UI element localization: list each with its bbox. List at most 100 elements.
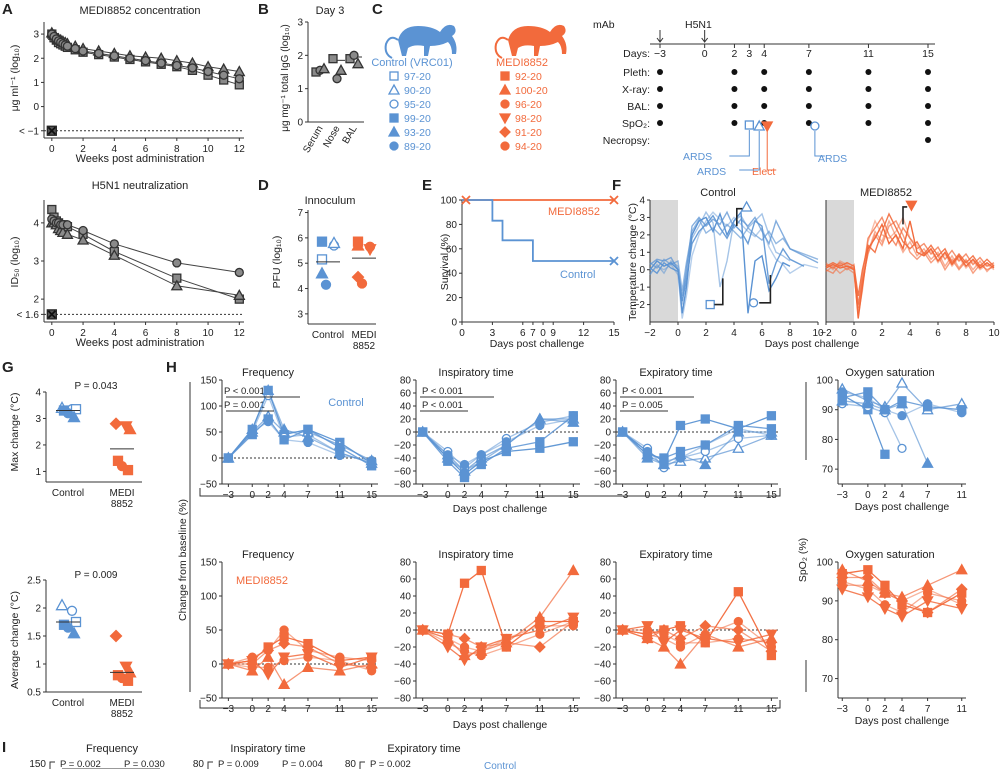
F-control-xtick-label: −2 [644,328,656,339]
i-pvalue-5: P = 0.002 [370,759,411,769]
H-medi-inspiratory-ytick-label: 60 [400,575,412,586]
H-medi-spo2-series-point [837,580,847,590]
F-control-xtick-label: 4 [731,328,737,339]
panel-b-title: Day 3 [316,5,345,17]
A-top-series-point [70,43,80,54]
H-medi-inspiratory-xtick-label: 15 [568,704,580,715]
E-xtick-label: 15 [608,328,620,339]
E-start-mark [461,195,471,205]
A-bottom-series-point [108,248,121,260]
G-max-control-point [67,410,81,423]
medi-monkey-icon-tail [494,36,509,59]
panel-h-xlabel-bottom: Days post challenge [453,719,548,731]
F-medi-xtick-label: 8 [963,328,969,339]
H-control-inspiratory-ytick-label: 20 [400,415,412,426]
A-top-series-point [187,63,198,73]
A-bottom-baseline-x [47,310,56,319]
panel-f-xlabel: Days post challenge [765,338,860,350]
F-control-ytick-label: −2 [634,300,646,311]
H-medi-expiratory-series-point [674,625,687,637]
H-medi-inspiratory-series-point [443,633,453,644]
H-medi-frequency-xtick-label: 4 [281,704,287,715]
panel-g-top-cat-medi: MEDI [110,488,135,499]
h-title-spo2-bottom: Oxygen saturation [845,549,934,561]
timeline-row-pleth: Pleth: [623,67,650,79]
A-bottom-xtick-label: 0 [49,328,55,339]
necropsy-connector [739,131,760,171]
H-control-expiratory-ytick-label: 20 [600,415,612,426]
panel-e-ylabel: Survival (%) [439,234,451,291]
H-control-inspiratory-ytick-label: 80 [400,376,412,387]
H-control-spo2-xtick-label: 2 [882,490,888,501]
necropsy-connector [766,131,777,171]
G-max-ytick-label: 4 [35,388,41,399]
H-medi-spo2-series-point [895,611,909,623]
timeline-day-label: 7 [806,48,812,60]
c-medi-id: 92-20 [515,71,542,83]
A-top-xtick-label: 2 [80,144,86,155]
H-medi-spo2-series-point [897,596,907,606]
i-tick-150: 150 [29,759,46,769]
A-bottom-series-point [233,288,246,300]
D-ytick-label: 4 [297,284,303,295]
c-control-marker [389,99,399,109]
H-control-spo2-series-point [863,393,873,403]
F-control-series-line [649,217,819,291]
i-title-inspiratory: Inspiratory time [230,743,305,755]
H-control-frequency-series-point [279,435,289,445]
H-control-frequency-series-point [366,455,377,466]
H-medi-frequency-series-point [278,637,291,650]
A-top-xtick-label: 0 [49,144,55,155]
H-medi-inspiratory-ytick-label: −80 [394,694,411,705]
c-control-id: 99-20 [404,113,431,125]
panel-g-bottom-cat-8852: 8852 [111,709,134,720]
H-medi-frequency-xtick-label: −3 [223,704,235,715]
A-bottom-series-point [234,267,244,278]
H-xaxis-bracket [199,488,781,497]
panel-letter-i: I [2,739,6,756]
i-pvalue-4: P = 0.004 [282,759,323,769]
panel-letter-g: G [2,359,14,376]
timeline-days-label: Days: [623,48,650,60]
A-top-ytick-label: 3 [33,30,39,41]
H-medi-inspiratory-series-point [501,633,512,644]
timeline-row-xray: X-ray: [622,84,650,96]
H-medi-expiratory-series-point [617,625,628,635]
B-ytick-label: 1 [297,84,303,95]
F-medi-series-line [825,219,995,309]
H-control-frequency-series-point [262,384,275,396]
E-ytick-label: 80 [446,220,458,231]
H-medi-spo2-xtick-label: 7 [925,704,931,715]
c-control-marker [389,141,399,151]
D-ytick-label: 6 [297,233,303,244]
panel-f-control-title: Control [700,187,735,199]
H-control-spo2-series-point [837,387,847,397]
H-medi-expiratory-series-point [641,632,654,645]
E-xtick-label: 7 [530,328,536,339]
H-medi-expiratory-series-point [766,638,777,648]
H-medi-spo2-series-point [957,600,967,610]
A-bottom-series-point [61,227,74,239]
H-control-spo2-xtick-label: 11 [957,490,968,501]
E-xtick-label: 3 [490,328,496,339]
F-control-ytick-label: 0 [639,265,645,276]
H-medi-inspiratory-series-point [441,642,454,654]
H-control-expiratory-series-point [732,441,745,453]
panel-g-bottom-pvalue: P = 0.009 [75,570,118,581]
G-avg-ytick-label: 1 [35,660,41,671]
h-group-medi-label: MEDI8852 [236,575,288,587]
A-top-series-point [203,66,213,77]
D-category-label: Control [312,330,344,341]
E-ytick-label: 100 [440,196,457,207]
necropsy-connector [814,131,825,157]
A-top-series-point [62,41,73,51]
D-control-point [327,236,341,249]
timeline-day-label: 3 [746,48,752,60]
H-medi-expiratory-xtick-label: 11 [733,704,744,715]
panel-letter-a: A [2,1,13,18]
F-medi-xtick-label: −2 [820,328,832,339]
A-bottom-series-line [51,209,240,300]
E-xtick-label: 0 [540,328,546,339]
